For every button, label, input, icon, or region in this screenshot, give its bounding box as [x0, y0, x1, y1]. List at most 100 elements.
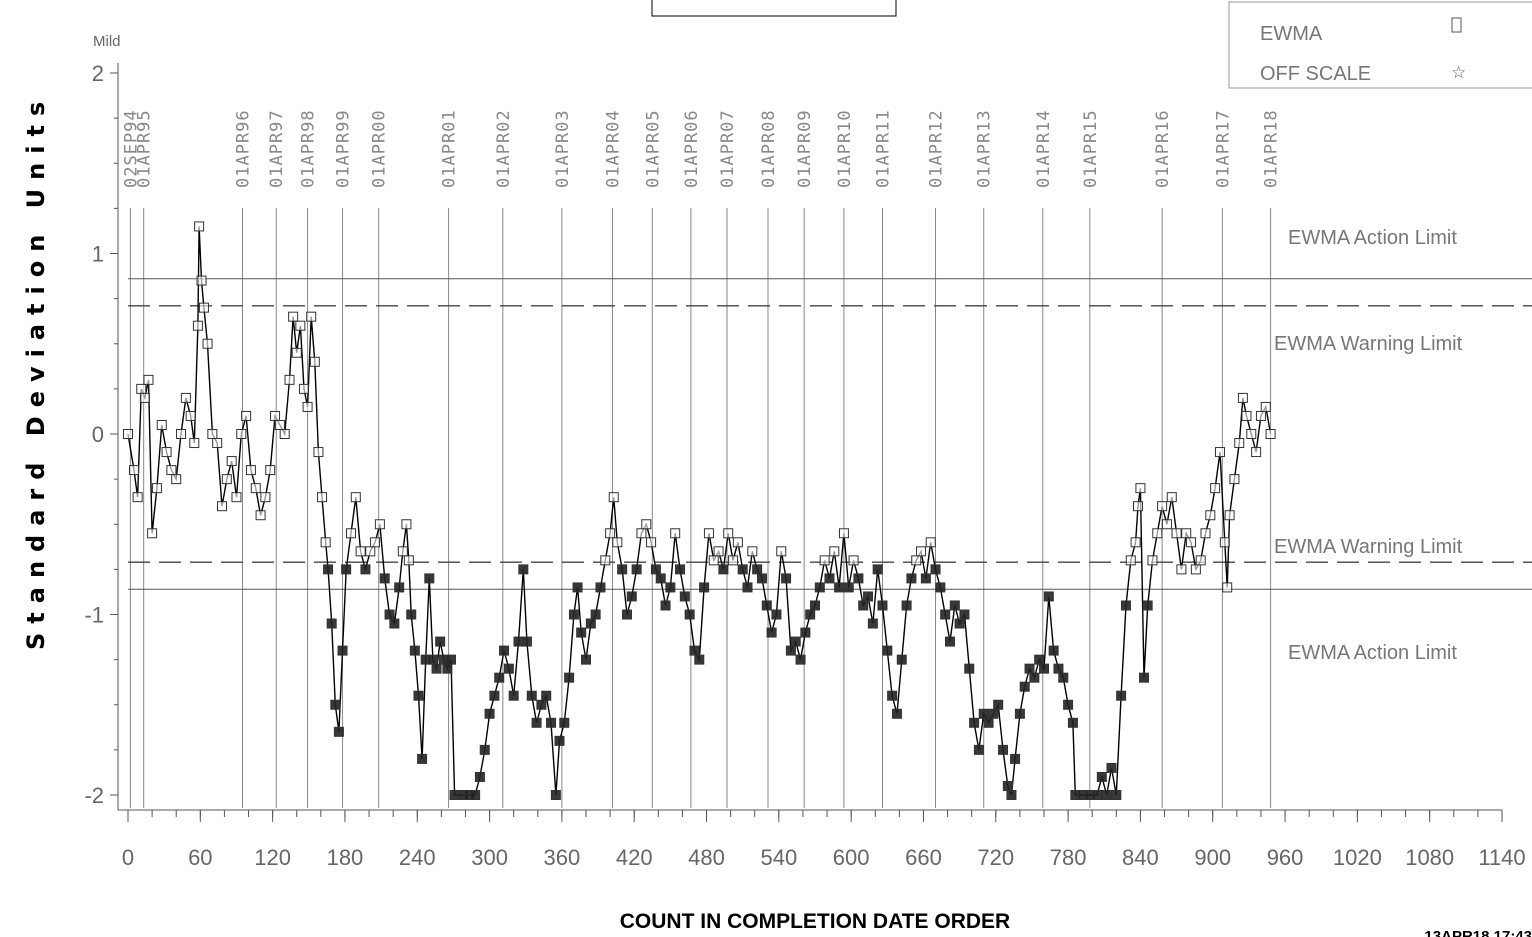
ewma-point — [585, 618, 596, 629]
ewma-point — [313, 447, 324, 458]
ewma-point — [920, 573, 931, 584]
x-tick-label: 600 — [833, 845, 870, 870]
limit-label: EWMA Warning Limit — [1274, 333, 1463, 355]
ewma-point — [241, 410, 252, 421]
ewma-point — [834, 582, 845, 593]
ewma-point — [617, 564, 628, 575]
y-axis-label: Standard Deviation Units — [22, 93, 50, 650]
ewma-point — [389, 618, 400, 629]
ewma-point — [713, 546, 724, 557]
ewma-point — [1142, 600, 1153, 611]
ewma-point — [265, 465, 276, 476]
ewma-point — [641, 519, 652, 530]
ewma-point — [317, 492, 328, 503]
x-tick-label: 1140 — [1478, 845, 1525, 870]
ewma-point — [470, 790, 481, 800]
ewma-point — [288, 311, 299, 322]
ewma-point — [650, 564, 661, 575]
ewma-point — [1255, 410, 1266, 421]
ewma-point — [978, 708, 989, 719]
date-marker-label: 01APR03 — [553, 109, 573, 188]
x-tick-label: 360 — [544, 845, 581, 870]
date-marker-label: 01APR99 — [334, 109, 354, 188]
ewma-point — [1166, 492, 1177, 503]
ewma-point — [925, 537, 936, 548]
ewma-point — [1014, 708, 1025, 719]
ewma-point — [853, 573, 864, 584]
legend-marker-star-icon: ☆ — [1451, 63, 1466, 83]
ewma-point — [531, 717, 542, 728]
ewma-point — [226, 456, 237, 467]
ewma-point — [151, 483, 162, 494]
ewma-point — [1234, 438, 1245, 449]
x-tick-label: 900 — [1194, 845, 1231, 870]
ewma-point — [1010, 753, 1021, 764]
ewma-point — [446, 654, 457, 665]
ewma-point — [590, 609, 601, 620]
ewma-point — [1181, 528, 1192, 539]
ewma-point — [1106, 762, 1117, 773]
ewma-point — [370, 537, 381, 548]
ewma-point — [660, 600, 671, 611]
ewma-point — [940, 609, 951, 620]
ewma-point — [1063, 699, 1074, 710]
ewma-point — [143, 374, 154, 385]
ewma-point — [306, 311, 317, 322]
ewma-point — [631, 564, 642, 575]
date-marker-label: 01APR11 — [873, 109, 893, 188]
x-tick-label: 300 — [471, 845, 508, 870]
ewma-point — [1111, 790, 1122, 800]
timestamp: 13APR18 17:43 — [1424, 928, 1532, 937]
ewma-point — [930, 564, 941, 575]
ewma-point — [274, 419, 285, 430]
ewma-point — [536, 699, 547, 710]
date-marker-label: 01APR95 — [135, 109, 155, 188]
ewma-series — [123, 221, 1276, 800]
ewma-point — [1116, 690, 1127, 701]
limit-labels: EWMA Action Limit EWMA Warning Limit EWMA … — [1274, 227, 1463, 664]
ewma-point — [279, 429, 290, 439]
ewma-point — [546, 717, 557, 728]
title-box — [651, 0, 897, 17]
ewma-point — [250, 483, 261, 494]
ewma-point — [752, 564, 763, 575]
ewma-point — [983, 717, 994, 728]
ewma-point — [559, 717, 570, 728]
ewma-point — [708, 555, 719, 566]
ewma-point — [858, 600, 869, 611]
ewma-point — [916, 546, 927, 557]
date-marker-label: 01APR04 — [604, 109, 624, 188]
limit-lines — [128, 278, 1532, 590]
ewma-point — [612, 537, 623, 548]
ewma-point — [824, 573, 835, 584]
top-corner-label: Mild — [93, 33, 121, 50]
x-tick-label: 0 — [122, 845, 134, 870]
ewma-point — [911, 555, 922, 566]
ewma-point — [1092, 790, 1103, 800]
date-marker-label: 01APR01 — [440, 109, 460, 188]
x-tick-label: 120 — [254, 845, 291, 870]
ewma-point — [374, 519, 385, 530]
ewma-point — [189, 438, 200, 449]
ewma-point — [776, 546, 787, 557]
x-tick-label: 840 — [1122, 845, 1159, 870]
x-tick-label: 960 — [1267, 845, 1304, 870]
ewma-point — [518, 564, 529, 575]
ewma-point — [679, 591, 690, 602]
ewma-point — [147, 528, 158, 539]
ewma-point — [1176, 564, 1187, 575]
ewma-point — [646, 537, 657, 548]
ewma-point — [384, 609, 395, 620]
x-tick-label: 1020 — [1333, 845, 1382, 870]
x-tick-label: 720 — [977, 845, 1014, 870]
ewma-point — [600, 555, 611, 566]
date-marker-lines — [129, 208, 1272, 808]
ewma-point — [196, 275, 207, 286]
ewma-point — [156, 419, 167, 430]
x-tick-label: 180 — [327, 845, 364, 870]
x-tick-label: 480 — [688, 845, 725, 870]
ewma-point — [427, 654, 438, 665]
date-marker-label: 01APR06 — [682, 109, 702, 188]
ewma-point — [236, 429, 247, 439]
ewma-point — [260, 492, 271, 503]
